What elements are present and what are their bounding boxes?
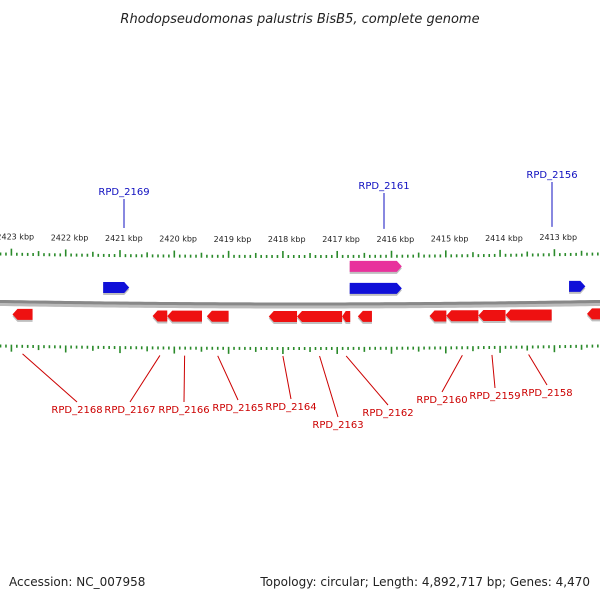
reverse-gene (268, 310, 298, 324)
lower-scale-ticks (0, 344, 599, 354)
gene-label: RPD_2169 (98, 187, 149, 198)
gene-label: RPD_2168 (51, 405, 102, 416)
reverse-gene (12, 308, 33, 322)
gene-label: RPD_2165 (212, 403, 263, 414)
scale-label: 2417 kbp (322, 235, 360, 244)
gene-label: RPD_2158 (521, 388, 572, 399)
gene-label: RPD_2164 (265, 402, 316, 413)
reverse-gene (206, 310, 229, 324)
forward-gene (349, 282, 402, 296)
scale-label: 2418 kbp (268, 235, 306, 244)
genome-summary-text: Topology: circular; Length: 4,892,717 bp… (260, 575, 590, 589)
callout-line (129, 355, 161, 403)
gene-label: RPD_2156 (526, 170, 577, 181)
reverse-gene (505, 309, 552, 323)
reverse-gene (446, 310, 479, 324)
reverse-gene (152, 310, 168, 324)
reverse-gene (478, 309, 506, 323)
callout-line (282, 355, 292, 400)
callout-line (491, 354, 496, 389)
scale-label: 2413 kbp (539, 233, 577, 242)
reverse-gene (429, 310, 447, 324)
scale-label: 2421 kbp (105, 234, 143, 243)
reverse-gene-body (167, 310, 202, 322)
forward-gene-body (349, 282, 402, 294)
reverse-gene-body (12, 308, 33, 320)
forward-gene-body (103, 282, 130, 294)
callout-line (183, 355, 186, 403)
upper-scale-ticks (0, 248, 599, 258)
rna-feature-body (349, 260, 402, 272)
forward-gene (103, 282, 130, 296)
reverse-gene-body (446, 310, 479, 322)
gene-label: RPD_2161 (358, 181, 409, 192)
reverse-gene-body (152, 310, 168, 322)
callout-line (345, 355, 389, 406)
reverse-gene-body (505, 309, 552, 321)
scale-label: 2420 kbp (159, 235, 197, 244)
scale-label: 2414 kbp (485, 234, 523, 243)
rna-feature (349, 260, 402, 274)
scale-label: 2416 kbp (377, 235, 415, 244)
reverse-gene-body (478, 309, 506, 321)
gene-label: RPD_2163 (312, 420, 363, 431)
reverse-gene (357, 310, 372, 324)
forward-strand-genes (103, 260, 586, 296)
gene-label: RPD_2166 (158, 405, 209, 416)
gene-label: RPD_2160 (416, 395, 467, 406)
reverse-strand-genes (12, 308, 600, 324)
reverse-gene-body (357, 310, 372, 322)
scale-label: 2423 kbp (0, 233, 34, 242)
callout-line (528, 354, 548, 386)
accession-text: Accession: NC_007958 (9, 575, 146, 589)
callout-line (217, 355, 239, 401)
gene-label: RPD_2162 (362, 408, 413, 419)
reverse-gene-body (429, 310, 447, 322)
gene-label: RPD_2159 (469, 391, 520, 402)
reverse-gene (297, 310, 343, 324)
callout-line (22, 353, 78, 403)
reverse-gene (167, 310, 202, 324)
chromosome-backbone (0, 299, 600, 306)
reverse-gene-body (342, 310, 351, 322)
reverse-gene-body (268, 310, 298, 322)
reverse-gene-body (297, 310, 343, 322)
scale-labels: 2423 kbp 2422 kbp 2421 kbp 2420 kbp 2419 kbp… (0, 233, 577, 244)
reverse-gene (342, 310, 351, 324)
forward-gene (569, 280, 586, 294)
scale-label: 2419 kbp (214, 235, 252, 244)
gene-callouts: RPD_2169 RPD_2161 RPD_2156 RPD_2168 RPD_2167… (22, 170, 578, 431)
gene-label: RPD_2167 (104, 405, 155, 416)
scale-label: 2422 kbp (51, 233, 89, 242)
map-title: Rhodopseudomonas palustris BisB5, comple… (120, 12, 479, 27)
callout-line (441, 355, 463, 393)
scale-label: 2415 kbp (431, 234, 469, 243)
reverse-gene-body (586, 308, 600, 320)
reverse-gene (586, 308, 600, 322)
forward-gene-body (569, 280, 586, 292)
callout-line (319, 355, 339, 418)
reverse-gene-body (206, 310, 229, 322)
